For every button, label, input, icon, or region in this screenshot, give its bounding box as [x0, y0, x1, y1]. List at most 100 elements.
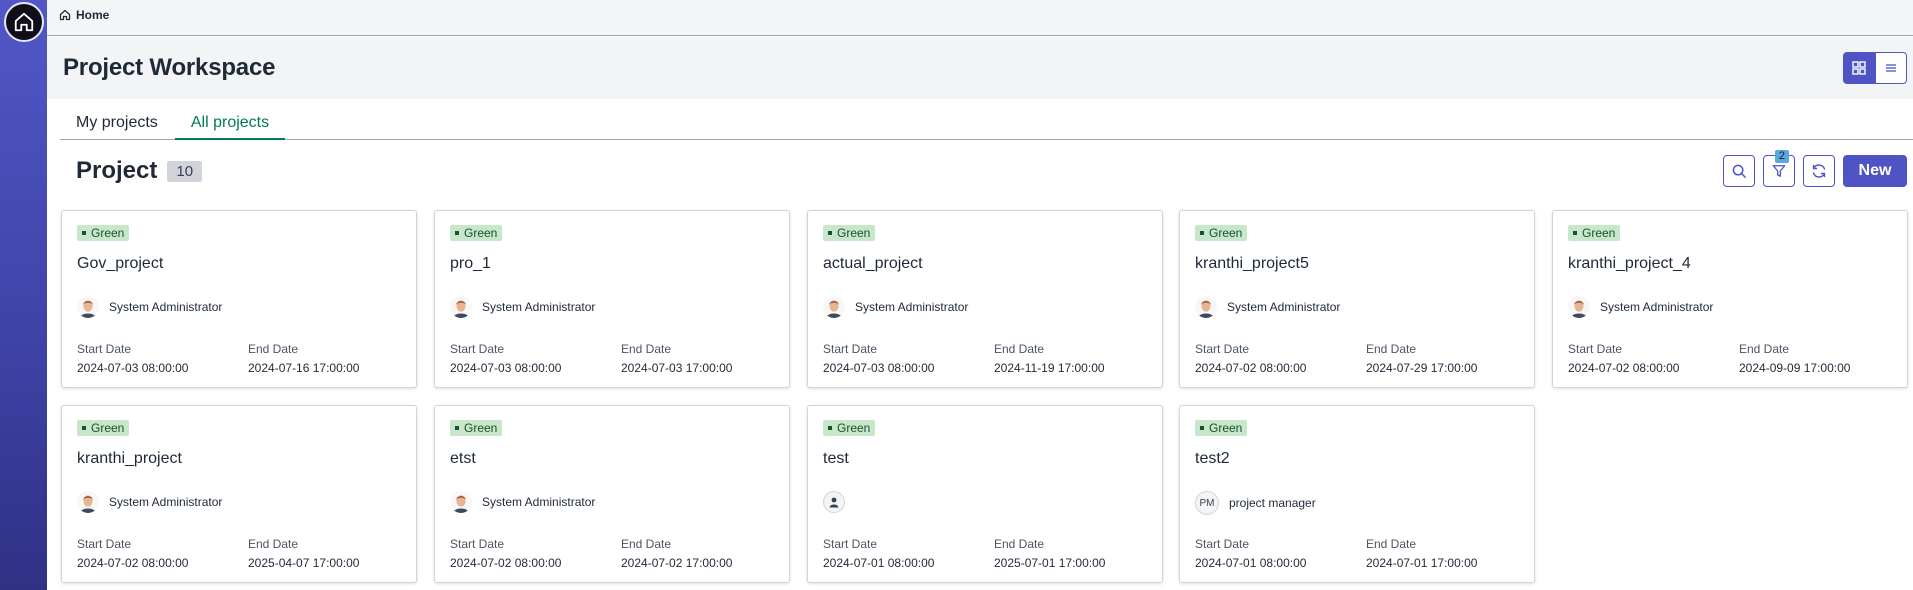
owner-name: System Administrator: [482, 300, 596, 314]
end-date-value: 2024-11-19 17:00:00: [994, 361, 1105, 375]
end-date-label: End Date: [994, 537, 1045, 551]
status-label: Green: [1209, 421, 1243, 435]
end-date: End Date 2024-07-03 17:00:00: [621, 342, 732, 375]
start-date-label: Start Date: [77, 342, 132, 356]
tab-all-projects[interactable]: All projects: [175, 114, 285, 140]
status-label: Green: [1209, 226, 1243, 240]
project-count-badge: 10: [167, 160, 203, 182]
status-label: Green: [464, 226, 498, 240]
project-owner: System Administrator: [77, 296, 222, 318]
project-name[interactable]: etst: [450, 450, 476, 467]
owner-name: System Administrator: [855, 300, 969, 314]
project-card[interactable]: Green test Start Date 2024-07-01 08:00:0…: [807, 405, 1163, 583]
status-label: Green: [837, 421, 871, 435]
end-date-label: End Date: [248, 537, 299, 551]
owner-name: project manager: [1229, 496, 1316, 510]
project-name[interactable]: kranthi_project_4: [1568, 255, 1691, 272]
project-card[interactable]: Green pro_1 System Administrator Start D…: [434, 210, 790, 388]
status-label: Green: [91, 226, 125, 240]
new-project-button[interactable]: New: [1843, 155, 1907, 187]
breadcrumb-home-label[interactable]: Home: [76, 8, 110, 22]
project-card[interactable]: Green Gov_project System Administrator S…: [61, 210, 417, 388]
start-date: Start Date 2024-07-03 08:00:00: [77, 342, 188, 375]
start-date-label: Start Date: [450, 537, 505, 551]
refresh-button[interactable]: [1803, 155, 1835, 187]
search-button[interactable]: [1723, 155, 1755, 187]
project-owner: System Administrator: [1568, 296, 1713, 318]
end-date: End Date 2025-07-01 17:00:00: [994, 537, 1105, 570]
list-view-button[interactable]: [1875, 52, 1907, 84]
owner-name: System Administrator: [109, 495, 223, 509]
avatar-photo: [1568, 296, 1590, 318]
project-name[interactable]: kranthi_project: [77, 450, 182, 467]
home-button[interactable]: [4, 2, 44, 42]
home-icon: [14, 12, 34, 32]
start-date-label: Start Date: [77, 537, 132, 551]
refresh-icon: [1812, 164, 1826, 178]
tab-my-projects[interactable]: My projects: [76, 114, 158, 131]
status-tag: Green: [1568, 225, 1621, 241]
project-name[interactable]: kranthi_project5: [1195, 255, 1309, 272]
project-owner: [823, 491, 855, 513]
search-icon: [1732, 164, 1746, 178]
page-title: Project Workspace: [63, 54, 276, 81]
start-date-label: Start Date: [450, 342, 505, 356]
project-name[interactable]: pro_1: [450, 255, 491, 272]
start-date-label: Start Date: [1195, 537, 1250, 551]
sidebar: [0, 0, 47, 590]
section-header: Project 10: [76, 157, 203, 185]
start-date-value: 2024-07-03 08:00:00: [450, 361, 562, 375]
start-date-value: 2024-07-03 08:00:00: [77, 361, 189, 375]
project-name[interactable]: actual_project: [823, 255, 923, 272]
start-date-value: 2024-07-01 08:00:00: [1195, 556, 1307, 570]
view-toggle: [1843, 52, 1907, 84]
status-dot: [1200, 231, 1204, 235]
project-name[interactable]: test2: [1195, 450, 1230, 467]
start-date-value: 2024-07-02 08:00:00: [1568, 361, 1680, 375]
start-date-label: Start Date: [823, 537, 878, 551]
avatar-photo: [450, 296, 472, 318]
status-tag: Green: [823, 225, 876, 241]
project-card[interactable]: Green kranthi_project5 System Administra…: [1179, 210, 1535, 388]
avatar-placeholder-icon: [823, 491, 845, 513]
end-date: End Date 2024-09-09 17:00:00: [1739, 342, 1850, 375]
status-dot: [828, 231, 832, 235]
project-card[interactable]: Green kranthi_project System Administrat…: [61, 405, 417, 583]
status-tag: Green: [77, 420, 130, 436]
project-owner: System Administrator: [77, 491, 222, 513]
project-card[interactable]: Green test2 PM project manager Start Dat…: [1179, 405, 1535, 583]
section-title: Project: [76, 157, 158, 184]
status-label: Green: [464, 421, 498, 435]
owner-name: System Administrator: [1227, 300, 1341, 314]
end-date-value: 2024-07-03 17:00:00: [621, 361, 733, 375]
status-dot: [828, 426, 832, 430]
end-date-value: 2024-07-29 17:00:00: [1366, 361, 1478, 375]
start-date: Start Date 2024-07-01 08:00:00: [1195, 537, 1306, 570]
status-dot: [82, 426, 86, 430]
end-date-value: 2024-07-01 17:00:00: [1366, 556, 1478, 570]
project-name[interactable]: test: [823, 450, 849, 467]
start-date: Start Date 2024-07-02 08:00:00: [1568, 342, 1679, 375]
end-date: End Date 2024-07-29 17:00:00: [1366, 342, 1477, 375]
project-card[interactable]: Green etst System Administrator Start Da…: [434, 405, 790, 583]
status-label: Green: [91, 421, 125, 435]
end-date-label: End Date: [1739, 342, 1790, 356]
avatar-photo: [450, 491, 472, 513]
breadcrumb[interactable]: Home: [59, 8, 109, 22]
start-date-label: Start Date: [823, 342, 878, 356]
project-tabs: My projects All projects: [60, 100, 1913, 140]
end-date-label: End Date: [621, 537, 672, 551]
end-date-value: 2024-07-16 17:00:00: [248, 361, 360, 375]
project-card[interactable]: Green actual_project System Administrato…: [807, 210, 1163, 388]
project-card[interactable]: Green kranthi_project_4 System Administr…: [1552, 210, 1908, 388]
end-date-label: End Date: [248, 342, 299, 356]
grid-view-button[interactable]: [1843, 52, 1875, 84]
owner-name: System Administrator: [1600, 300, 1714, 314]
project-name[interactable]: Gov_project: [77, 255, 164, 272]
owner-name: System Administrator: [109, 300, 223, 314]
filter-button[interactable]: 2: [1763, 150, 1795, 187]
grid-icon: [1852, 61, 1866, 75]
project-owner: System Administrator: [450, 296, 595, 318]
status-dot: [455, 231, 459, 235]
